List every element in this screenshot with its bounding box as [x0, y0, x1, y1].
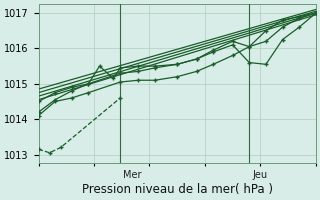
Text: Jeu: Jeu [252, 170, 267, 180]
X-axis label: Pression niveau de la mer( hPa ): Pression niveau de la mer( hPa ) [82, 183, 273, 196]
Text: Mer: Mer [123, 170, 141, 180]
